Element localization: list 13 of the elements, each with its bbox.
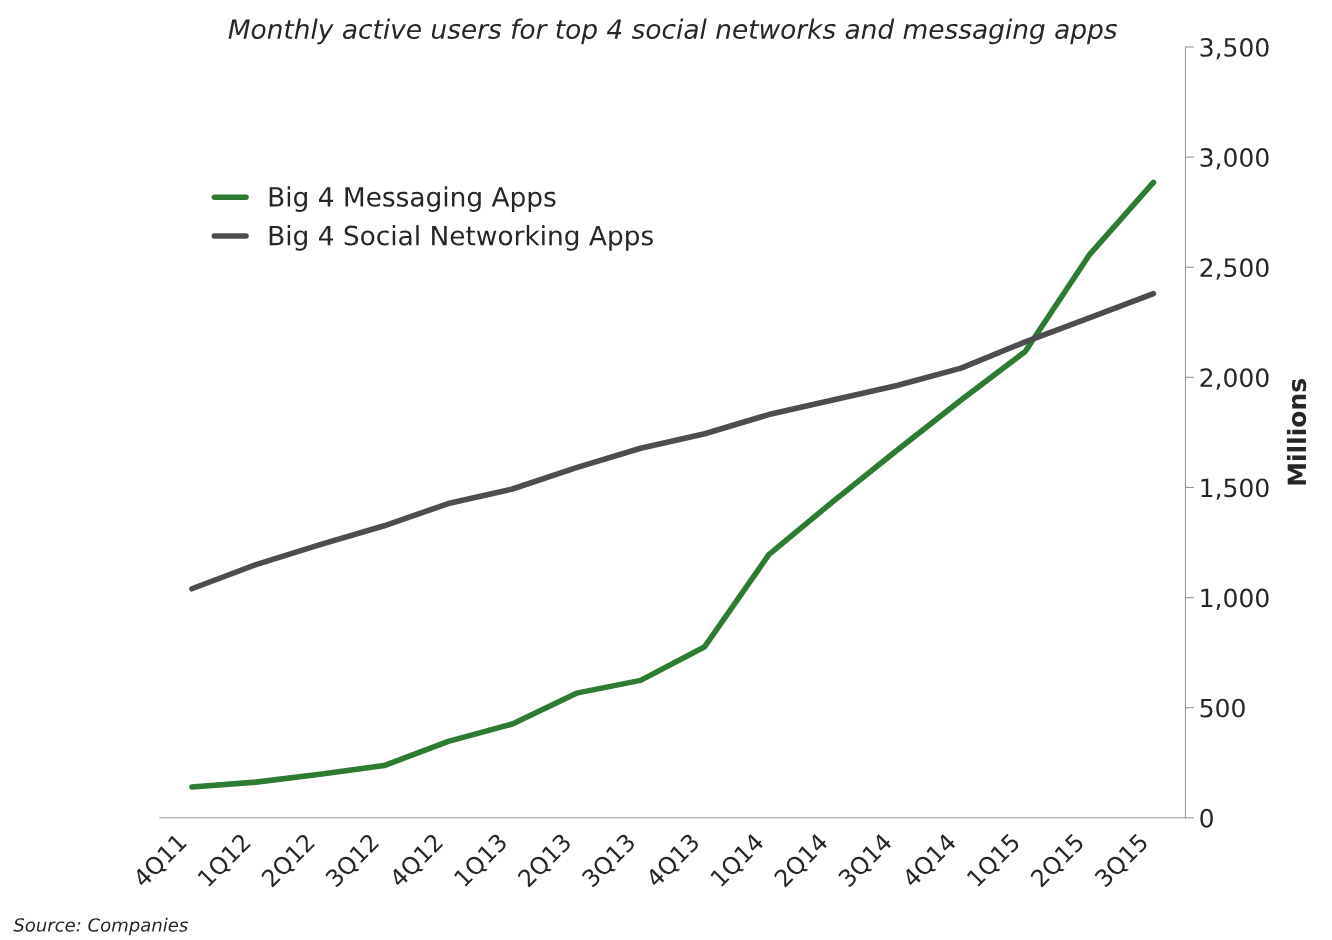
y2-tick-label: 1,500 <box>1201 478 1269 500</box>
y2-tick-label: 500 <box>1200 698 1245 718</box>
y2-tick-label: 3,000 <box>1200 148 1269 170</box>
y2-tick-label: 2,000 <box>1200 368 1269 390</box>
chart-subtitle: Monthly active users for top 4 social networks and messaging apps <box>228 18 1117 45</box>
y2-tick-label: 0 <box>1200 808 1213 828</box>
y2-tick-label: 1,000 <box>1201 588 1269 610</box>
source-note: Source: Companies <box>13 917 188 936</box>
legend-label: Big 4 Social Networking Apps <box>269 225 653 251</box>
legend-label: Big 4 Messaging Apps <box>269 186 556 212</box>
y2-tick-label: 2,500 <box>1200 258 1269 280</box>
y2-tick-label: 3,500 <box>1200 37 1269 60</box>
y2-axis-title: Millions <box>1286 379 1307 485</box>
